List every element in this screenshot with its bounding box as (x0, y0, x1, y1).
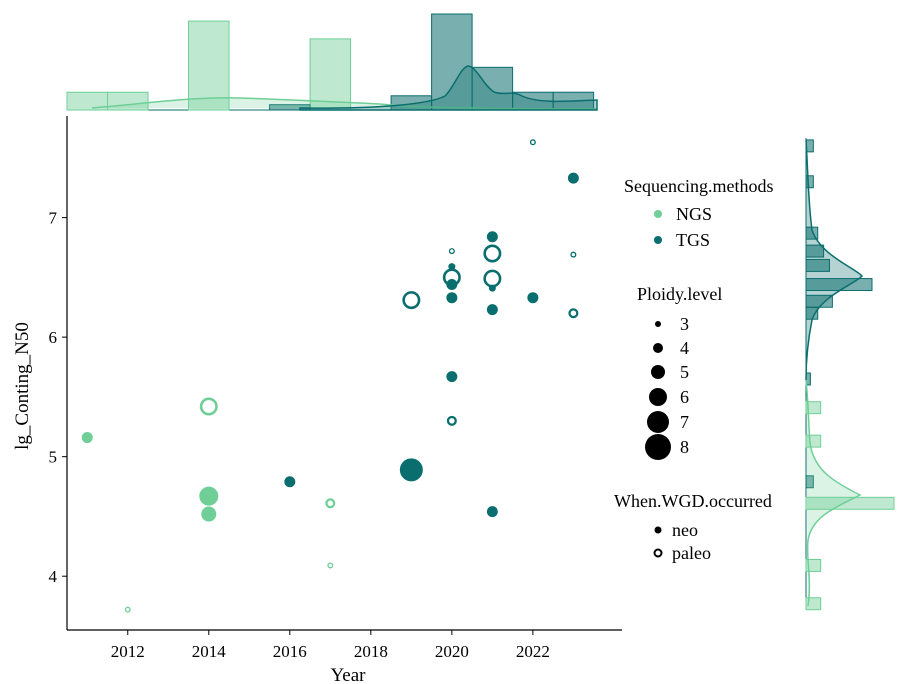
data-point (446, 279, 458, 291)
legend-label-ploidy-6: 6 (680, 387, 689, 407)
right-hist-bar-ngs (805, 496, 895, 510)
data-point (527, 292, 539, 304)
top-density-ngs (91, 96, 598, 110)
top-hist-bar-tgs (269, 104, 311, 111)
x-tick-label: 2014 (192, 642, 227, 661)
data-point (402, 291, 421, 310)
data-point (570, 251, 577, 258)
top-hist-bar-ngs (188, 20, 230, 111)
right-hist-bar-ngs (805, 558, 822, 572)
legend-key-paleo (653, 548, 663, 558)
x-tick-label: 2020 (435, 642, 469, 661)
right-hist-bar-tgs (805, 475, 814, 489)
y-tick-label: 5 (49, 448, 58, 467)
data-point (446, 292, 458, 304)
right-hist-bar-tgs (805, 244, 825, 258)
legend-label-paleo: paleo (672, 543, 711, 563)
right-hist-bar-tgs (805, 175, 814, 189)
legend-label-tgs: TGS (676, 230, 710, 250)
x-axis-label: Year (330, 665, 366, 684)
right-marginal-histogram (805, 138, 895, 611)
data-point (201, 506, 217, 522)
right-hist-bar-ngs (805, 597, 822, 611)
legend-key-neo (654, 526, 662, 534)
data-point (446, 371, 458, 383)
right-hist-bar-ngs (805, 434, 822, 448)
legend-key-ploidy-4 (653, 343, 663, 353)
right-density-tgs (805, 139, 863, 381)
x-tick-label: 2012 (111, 642, 145, 661)
data-point (448, 248, 455, 255)
data-point (199, 397, 218, 416)
data-point (124, 606, 131, 613)
x-tick-label: 2018 (354, 642, 388, 661)
data-point (529, 139, 536, 146)
top-marginal-histogram (66, 13, 598, 111)
legend-label-ploidy-5: 5 (680, 362, 689, 382)
y-axis-label: lg_Conting_N50 (12, 322, 33, 450)
data-point (325, 498, 336, 509)
y-tick-label: 4 (49, 567, 58, 586)
legend-label-ploidy-7: 7 (680, 412, 689, 432)
y-tick-label: 6 (49, 328, 58, 347)
top-hist-bar-ngs (309, 38, 352, 111)
legend-label-ploidy-4: 4 (680, 338, 689, 358)
right-hist-bar-ngs (805, 401, 822, 415)
top-density-tgs (299, 65, 598, 111)
legend-label-ploidy-3: 3 (680, 314, 689, 334)
x-tick-label: 2022 (516, 642, 550, 661)
data-point (488, 284, 496, 292)
data-point (568, 308, 579, 319)
legend: Sequencing.methods NGS TGS Ploidy.level … (614, 176, 773, 563)
data-point (486, 304, 498, 316)
legend-key-tgs (654, 236, 662, 244)
data-point (448, 263, 456, 271)
plot-axes: 2012 2014 2016 2018 2020 2022 4 5 6 7 (49, 116, 622, 661)
data-points (81, 139, 579, 613)
legend-key-ploidy-8 (645, 434, 671, 460)
right-hist-bar-tgs (805, 258, 830, 272)
legend-key-ploidy-3 (655, 321, 661, 327)
data-point (486, 231, 498, 243)
right-density-ngs (805, 379, 862, 607)
data-point (284, 476, 296, 488)
data-point (81, 432, 93, 444)
legend-key-ngs (654, 210, 662, 218)
data-point (483, 244, 502, 263)
legend-key-ploidy-5 (651, 365, 665, 379)
top-hist-bar-tgs (431, 13, 473, 111)
legend-title-sequencing: Sequencing.methods (624, 176, 773, 196)
legend-title-ploidy: Ploidy.level (637, 284, 722, 304)
y-tick-label: 7 (49, 209, 58, 228)
data-point (446, 415, 457, 426)
legend-label-ploidy-8: 8 (680, 437, 689, 457)
legend-label-neo: neo (672, 520, 698, 540)
data-point (486, 506, 498, 518)
data-point (399, 458, 423, 482)
data-point (327, 562, 334, 569)
legend-label-ngs: NGS (676, 204, 712, 224)
legend-title-wgd: When.WGD.occurred (614, 491, 772, 511)
x-tick-label: 2016 (273, 642, 307, 661)
data-point (567, 172, 579, 184)
legend-keys (645, 210, 671, 558)
legend-key-ploidy-7 (647, 411, 669, 433)
data-point (199, 486, 219, 506)
data-point (483, 269, 502, 288)
legend-key-ploidy-6 (649, 388, 667, 406)
